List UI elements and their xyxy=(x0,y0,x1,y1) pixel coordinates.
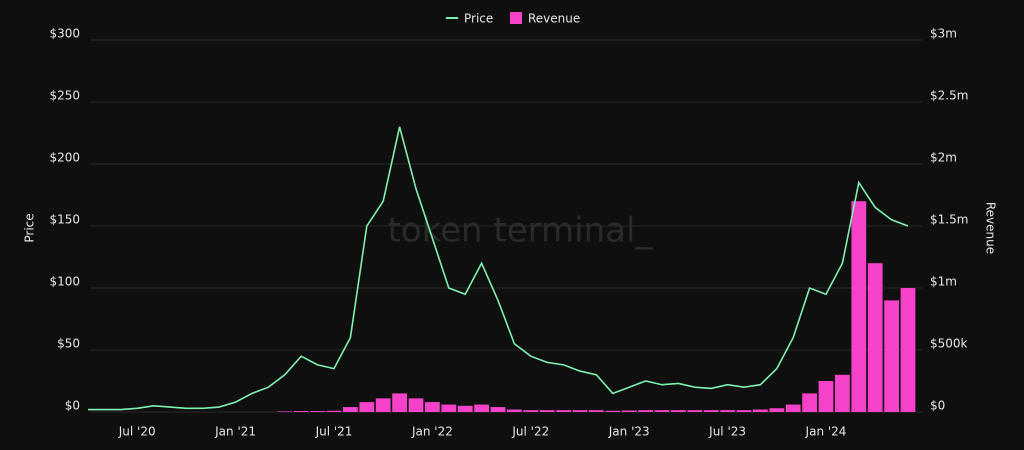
y-tick-label: $0 xyxy=(65,399,80,413)
revenue-bar xyxy=(638,410,653,412)
x-tick-label: Jan '24 xyxy=(805,425,847,439)
y2-tick-label: $1m xyxy=(930,275,957,289)
revenue-bar xyxy=(835,374,850,412)
y-axis-label: Price xyxy=(23,213,37,242)
revenue-bar xyxy=(621,410,637,412)
revenue-bar xyxy=(818,381,834,412)
revenue-bar xyxy=(457,405,473,412)
x-tick-label: Jan '22 xyxy=(411,425,453,439)
revenue-bar xyxy=(507,409,522,412)
revenue-bar xyxy=(851,201,867,412)
y-tick-label: $100 xyxy=(49,275,80,289)
revenue-bar xyxy=(867,263,883,412)
revenue-bar xyxy=(359,402,375,412)
revenue-bar xyxy=(326,410,342,412)
revenue-bar xyxy=(556,410,571,412)
watermark: token terminal_ xyxy=(388,211,654,251)
y2-tick-label: $500k xyxy=(930,337,968,351)
y2-axis-label: Revenue xyxy=(984,202,998,254)
revenue-bar xyxy=(884,300,899,412)
revenue-bar xyxy=(900,288,916,412)
revenue-bar xyxy=(785,404,801,412)
revenue-bar xyxy=(687,410,703,412)
revenue-bar xyxy=(802,393,817,412)
revenue-bar xyxy=(375,398,391,412)
legend-label: Price xyxy=(464,12,493,26)
revenue-bar xyxy=(654,410,670,412)
revenue-bar xyxy=(539,410,555,412)
y-tick-label: $300 xyxy=(49,27,80,41)
revenue-bar xyxy=(310,411,325,412)
revenue-bar xyxy=(703,410,719,412)
y2-tick-label: $2.5m xyxy=(930,89,968,103)
revenue-bar xyxy=(425,402,440,412)
x-tick-label: Jul '23 xyxy=(708,425,746,439)
revenue-bar xyxy=(343,407,358,412)
revenue-bar xyxy=(474,404,489,412)
revenue-bar xyxy=(589,410,604,412)
x-tick-label: Jan '23 xyxy=(608,425,650,439)
y2-tick-label: $1.5m xyxy=(930,213,968,227)
revenue-bar xyxy=(720,410,735,412)
revenue-bar xyxy=(441,404,457,412)
x-tick-label: Jan '21 xyxy=(214,425,256,439)
y-tick-label: $150 xyxy=(49,213,80,227)
legend-swatch xyxy=(510,12,522,24)
revenue-bar xyxy=(736,410,752,412)
revenue-bar xyxy=(605,410,621,412)
revenue-bar xyxy=(769,408,785,412)
y2-tick-label: $2m xyxy=(930,151,957,165)
y2-tick-label: $3m xyxy=(930,27,957,41)
y-tick-label: $200 xyxy=(49,151,80,165)
y2-tick-label: $0 xyxy=(930,399,945,413)
y-tick-label: $250 xyxy=(49,89,80,103)
price-line xyxy=(88,126,909,411)
legend-label: Revenue xyxy=(528,12,580,26)
revenue-bar xyxy=(408,398,424,412)
x-tick-label: Jul '20 xyxy=(118,425,156,439)
revenue-bar xyxy=(490,407,506,412)
x-tick-label: Jul '21 xyxy=(315,425,353,439)
revenue-bar xyxy=(753,409,768,412)
revenue-bar xyxy=(523,410,539,412)
revenue-bar xyxy=(671,410,686,412)
revenue-bar xyxy=(277,411,293,412)
revenue-bar xyxy=(293,411,309,412)
revenue-bar xyxy=(392,393,407,412)
y-tick-label: $50 xyxy=(57,337,80,351)
revenue-bar xyxy=(572,410,588,412)
x-tick-label: Jul '22 xyxy=(511,425,549,439)
